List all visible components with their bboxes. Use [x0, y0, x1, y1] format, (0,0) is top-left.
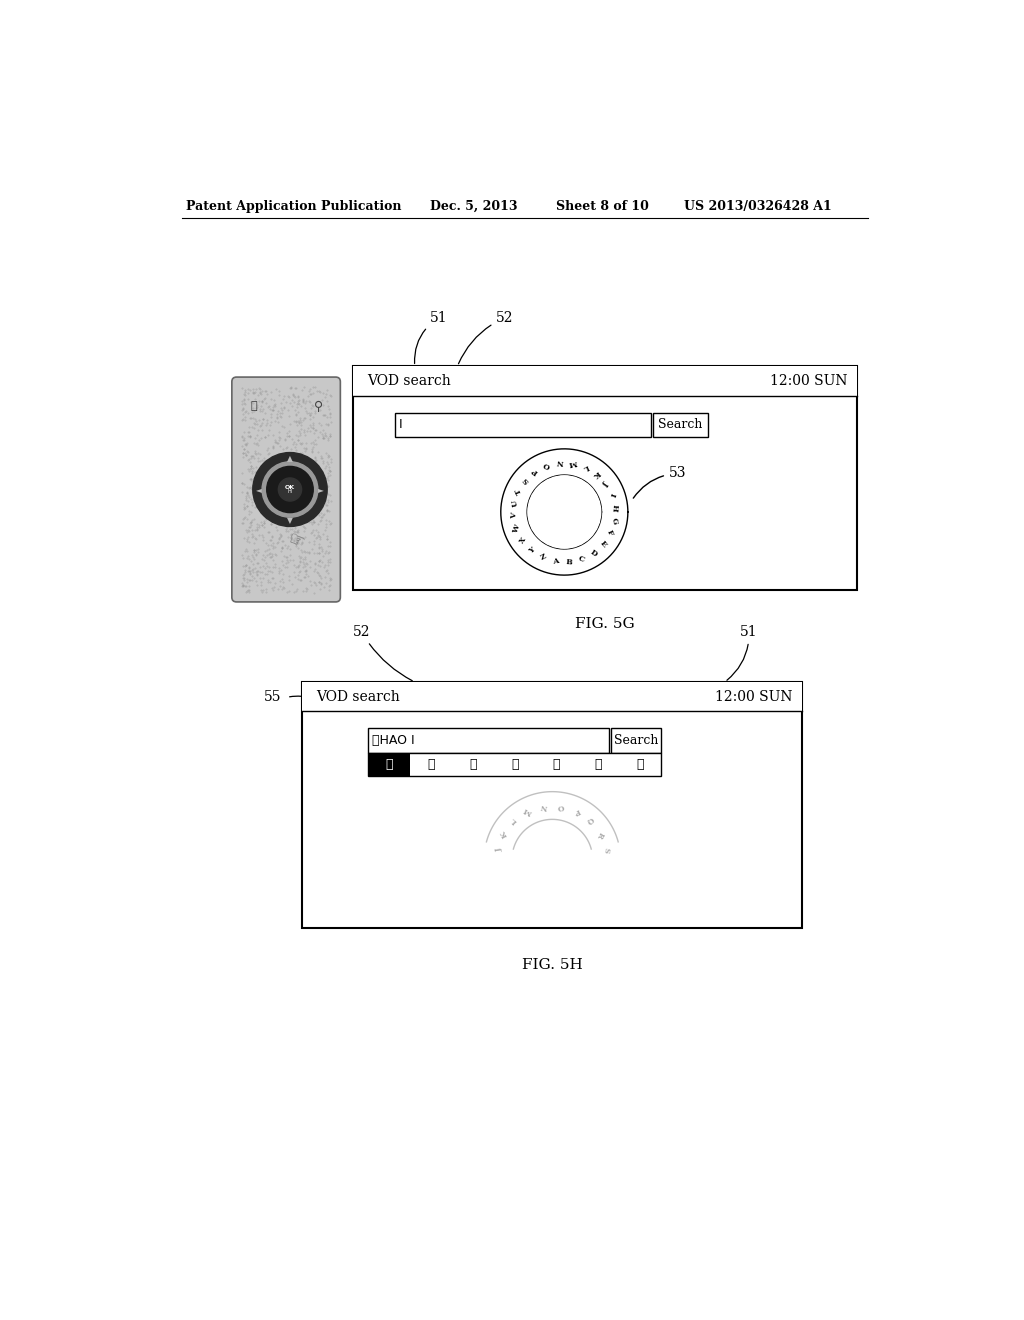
Text: OK: OK: [285, 486, 295, 491]
Text: N: N: [556, 458, 563, 466]
Text: ⚲: ⚲: [314, 400, 324, 413]
Text: 12:00 SUN: 12:00 SUN: [716, 689, 793, 704]
Text: ⏻: ⏻: [250, 401, 257, 412]
Text: Search: Search: [613, 734, 658, 747]
Text: VOD search: VOD search: [316, 689, 400, 704]
Text: H: H: [610, 504, 618, 512]
Bar: [302, 682, 802, 711]
Text: R: R: [595, 829, 605, 840]
Text: ☞: ☞: [286, 529, 307, 552]
Text: 53: 53: [633, 466, 686, 498]
Text: 你HAO I: 你HAO I: [372, 734, 415, 747]
Text: N: N: [540, 801, 548, 810]
Text: 55: 55: [264, 690, 282, 705]
Text: FIG. 5G: FIG. 5G: [574, 618, 635, 631]
Text: ◄: ◄: [256, 484, 262, 494]
Text: 都: 都: [595, 758, 602, 771]
Text: 52: 52: [352, 624, 413, 681]
Text: FIG. 5H: FIG. 5H: [522, 958, 583, 973]
Circle shape: [528, 475, 601, 548]
Bar: [653, 412, 708, 437]
Text: P: P: [572, 807, 581, 816]
Text: Hi: Hi: [288, 490, 293, 494]
Text: B: B: [565, 557, 572, 566]
Bar: [352, 367, 856, 590]
FancyBboxPatch shape: [231, 378, 340, 602]
Text: M: M: [522, 805, 534, 817]
Text: 号: 号: [427, 758, 435, 771]
Text: VOD search: VOD search: [367, 374, 451, 388]
Text: 耗: 耗: [553, 758, 560, 771]
Text: G: G: [609, 516, 618, 524]
Text: D: D: [588, 548, 598, 558]
Text: O: O: [543, 461, 552, 470]
Text: 篹: 篹: [637, 758, 644, 771]
Text: 51: 51: [415, 310, 447, 363]
Text: I: I: [607, 492, 616, 498]
Text: 51: 51: [727, 624, 758, 680]
Text: L: L: [582, 462, 590, 471]
Text: A: A: [552, 557, 559, 566]
Text: Search: Search: [658, 418, 702, 432]
Text: K: K: [592, 469, 602, 479]
Circle shape: [279, 478, 302, 502]
Text: L: L: [510, 816, 519, 826]
Text: Y: Y: [527, 545, 537, 556]
Text: 好: 好: [385, 758, 393, 771]
Text: Sheet 8 of 10: Sheet 8 of 10: [556, 199, 648, 213]
Text: ▼: ▼: [287, 516, 293, 525]
Text: J: J: [495, 847, 503, 853]
Circle shape: [266, 466, 313, 512]
Text: P: P: [530, 466, 540, 477]
Text: K: K: [500, 829, 509, 840]
Text: 浩: 浩: [511, 758, 518, 771]
Bar: [395, 412, 651, 437]
Text: F: F: [605, 529, 614, 537]
Text: V: V: [510, 513, 518, 520]
Text: Z: Z: [539, 553, 547, 562]
Text: E: E: [598, 540, 608, 549]
Text: T: T: [514, 487, 523, 495]
Text: 豪: 豪: [469, 758, 476, 771]
Text: O: O: [557, 801, 564, 810]
Bar: [611, 729, 662, 752]
Circle shape: [253, 453, 328, 527]
Text: J: J: [601, 479, 610, 487]
Text: 12:00 SUN: 12:00 SUN: [770, 374, 847, 388]
Text: ▲: ▲: [287, 454, 293, 463]
Text: 52: 52: [459, 310, 514, 364]
Text: Dec. 5, 2013: Dec. 5, 2013: [430, 199, 518, 213]
Text: X: X: [518, 536, 528, 545]
Text: ►: ►: [318, 484, 324, 494]
Text: S: S: [521, 475, 530, 484]
Bar: [369, 752, 410, 776]
Text: M: M: [568, 458, 578, 467]
Text: I: I: [399, 418, 402, 432]
Bar: [369, 729, 608, 752]
Text: Q: Q: [585, 816, 596, 826]
Text: US 2013/0326428 A1: US 2013/0326428 A1: [684, 199, 833, 213]
Bar: [352, 367, 856, 396]
Bar: [302, 682, 802, 928]
Text: U: U: [510, 499, 519, 507]
Circle shape: [262, 462, 317, 517]
Bar: [369, 752, 662, 776]
Text: S: S: [601, 846, 610, 854]
Text: W: W: [512, 524, 522, 535]
Text: C: C: [578, 554, 586, 564]
Text: Patent Application Publication: Patent Application Publication: [186, 199, 401, 213]
